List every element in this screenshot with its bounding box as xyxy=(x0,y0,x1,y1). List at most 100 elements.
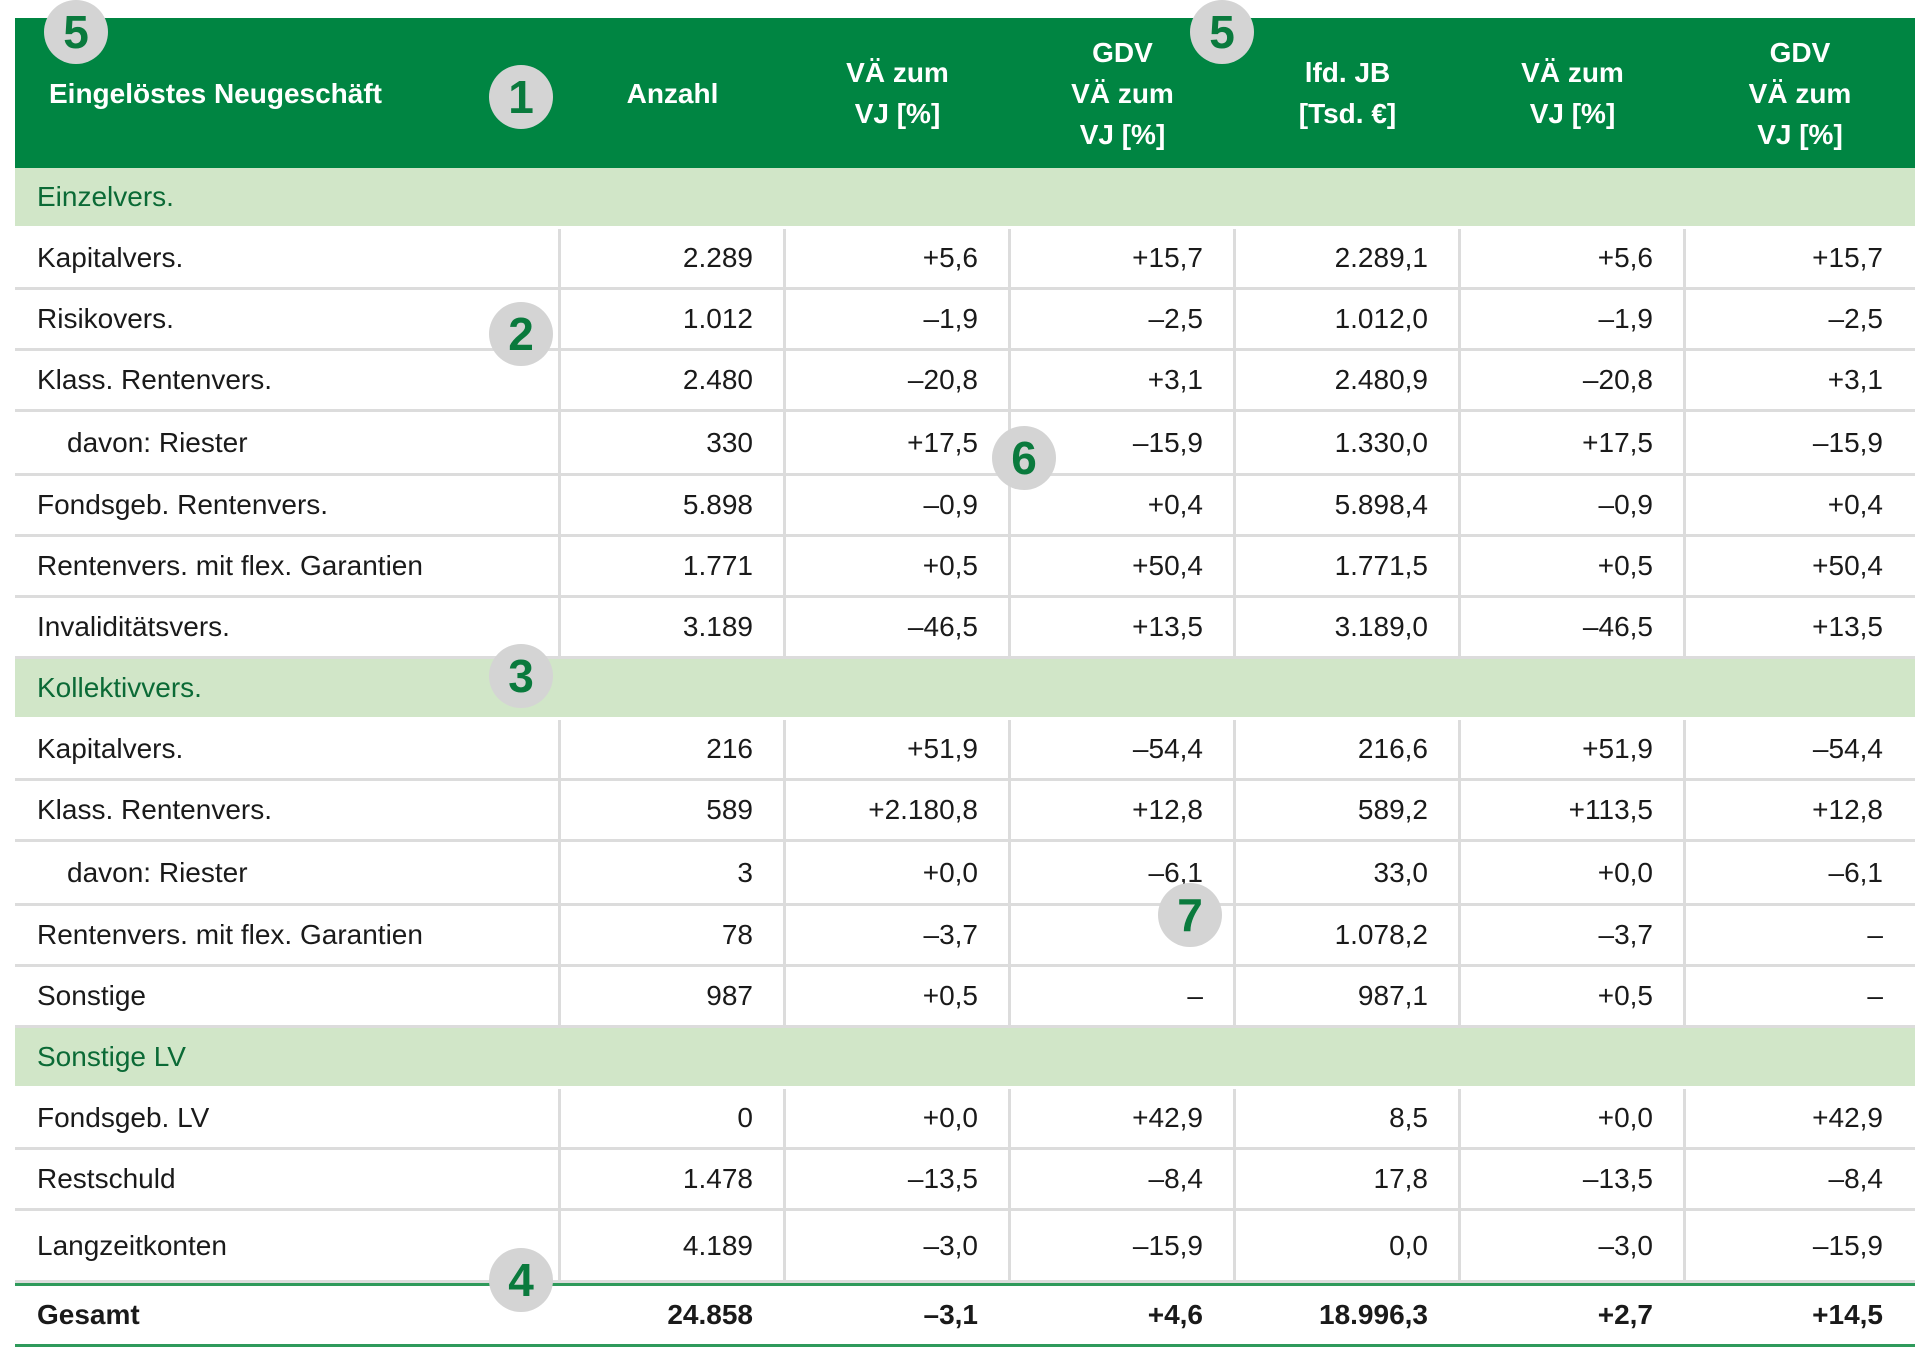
row-value: 216,6 xyxy=(1357,733,1428,764)
row-value: 2.480 xyxy=(682,364,753,395)
column-divider xyxy=(1008,537,1011,595)
row-label: Klass. Rentenvers. xyxy=(37,364,272,395)
column-divider xyxy=(1683,842,1686,903)
column-divider xyxy=(1233,412,1236,473)
row-value: +13,5 xyxy=(1812,611,1883,642)
row-value: 78 xyxy=(721,919,753,950)
row-value: +0,0 xyxy=(922,856,978,888)
row-value: –6,1 xyxy=(1828,856,1884,888)
number-badge: 6 xyxy=(992,426,1056,490)
row-value: +13,5 xyxy=(1132,611,1203,642)
row-value: +17,5 xyxy=(1582,426,1653,458)
table-header: Eingelöstes Neugeschäft Anzahl VÄ zum VJ [… xyxy=(15,18,1915,168)
column-divider xyxy=(1683,906,1686,964)
column-divider xyxy=(558,720,561,778)
row-value: 589,2 xyxy=(1357,794,1428,825)
column-divider xyxy=(783,229,786,287)
column-divider xyxy=(783,290,786,348)
row-label: Restschuld xyxy=(37,1163,176,1194)
table-row: Rentenvers. mit flex. Garantien 1.771 +0,5… xyxy=(15,537,1915,598)
header-cell: Anzahl xyxy=(626,77,719,109)
table-row: Kapitalvers. 2.289 +5,6 +15,7 2.289,1 +5,6 +15… xyxy=(15,229,1915,290)
column-divider xyxy=(558,1211,561,1280)
column-divider xyxy=(1458,1211,1461,1280)
table-row: davon: Riester 330 +17,5 –15,9 1.330,0 +17,5 –… xyxy=(15,412,1915,476)
section-row: Einzelvers. xyxy=(15,168,1915,229)
table-row: davon: Riester 3 +0,0 –6,1 33,0 +0,0 –6,1 xyxy=(15,842,1915,906)
row-value: –2,5 xyxy=(1828,303,1884,334)
column-divider xyxy=(1008,476,1011,534)
row-value: 1.478 xyxy=(682,1163,753,1194)
column-divider xyxy=(1008,1089,1011,1147)
number-badge: 3 xyxy=(489,644,553,708)
row-value: 4.189 xyxy=(682,1229,753,1261)
column-divider xyxy=(1683,1150,1686,1208)
row-value: 589 xyxy=(706,794,753,825)
column-divider xyxy=(1008,1211,1011,1280)
row-value: +0,5 xyxy=(922,550,978,581)
row-value: +51,9 xyxy=(1582,733,1653,764)
row-value: –15,9 xyxy=(1812,1229,1883,1261)
total-value: +4,6 xyxy=(1147,1299,1203,1330)
column-divider xyxy=(1233,967,1236,1025)
column-divider xyxy=(1683,476,1686,534)
row-value: 1.330,0 xyxy=(1334,426,1428,458)
header-cell: VÄ zum VJ [%] xyxy=(1521,57,1624,129)
column-divider xyxy=(1683,1089,1686,1147)
column-divider xyxy=(1458,412,1461,473)
column-divider xyxy=(783,598,786,656)
row-value: +5,6 xyxy=(1597,242,1653,273)
table-row: Risikovers. 1.012 –1,9 –2,5 1.012,0 –1,9 –2,5 xyxy=(15,290,1915,351)
row-value: –13,5 xyxy=(1582,1163,1653,1194)
row-label: Langzeitkonten xyxy=(37,1229,227,1261)
column-divider xyxy=(1458,229,1461,287)
header-cell: lfd. JB [Tsd. €] xyxy=(1298,57,1397,129)
row-value: 17,8 xyxy=(1373,1163,1429,1194)
section-title: Kollektivvers. xyxy=(37,672,202,703)
total-value: +14,5 xyxy=(1812,1299,1883,1330)
column-divider xyxy=(558,412,561,473)
row-value: –15,9 xyxy=(1132,426,1203,458)
row-value: 1.012 xyxy=(682,303,753,334)
column-divider xyxy=(1683,598,1686,656)
row-label: Kapitalvers. xyxy=(37,733,184,764)
neugeschaeft-table: Eingelöstes Neugeschäft Anzahl VÄ zum VJ [… xyxy=(15,18,1915,1347)
table-row: Invaliditätsvers. 3.189 –46,5 +13,5 3.189,0 –… xyxy=(15,598,1915,659)
row-label: davon: Riester xyxy=(67,856,248,888)
row-label: Klass. Rentenvers. xyxy=(37,794,272,825)
column-divider xyxy=(1008,842,1011,903)
column-divider xyxy=(1458,476,1461,534)
column-divider xyxy=(1683,229,1686,287)
column-divider xyxy=(1683,537,1686,595)
row-value: –3,0 xyxy=(923,1229,979,1261)
section-title: Sonstige LV xyxy=(37,1041,186,1072)
row-value: –3,7 xyxy=(1598,919,1654,950)
row-value: 1.012,0 xyxy=(1334,303,1428,334)
column-divider xyxy=(1233,906,1236,964)
column-divider xyxy=(1458,720,1461,778)
column-divider xyxy=(1008,906,1011,964)
section-row: Kollektivvers. xyxy=(15,659,1915,720)
column-divider xyxy=(558,1150,561,1208)
row-value: –54,4 xyxy=(1132,733,1203,764)
table-row: Kapitalvers. 216 +51,9 –54,4 216,6 +51,9 –54,4 xyxy=(15,720,1915,781)
row-value: +42,9 xyxy=(1812,1102,1883,1133)
column-divider xyxy=(783,720,786,778)
section-title: Einzelvers. xyxy=(37,181,174,212)
number-badge: 4 xyxy=(489,1248,553,1312)
number-badge: 5 xyxy=(44,0,108,64)
column-divider xyxy=(1008,598,1011,656)
row-value: –13,5 xyxy=(907,1163,978,1194)
row-value: +15,7 xyxy=(1132,242,1203,273)
column-divider xyxy=(1008,720,1011,778)
row-value: +3,1 xyxy=(1147,364,1203,395)
section-row: Sonstige LV xyxy=(15,1028,1915,1089)
column-divider xyxy=(1008,1150,1011,1208)
row-label: Kapitalvers. xyxy=(37,242,184,273)
row-value: 2.289 xyxy=(682,242,753,273)
row-label: davon: Riester xyxy=(67,426,248,458)
header-cell: GDV VÄ zum VJ [%] xyxy=(1748,36,1852,150)
row-label: Rentenvers. mit flex. Garantien xyxy=(37,919,423,950)
row-value: 5.898,4 xyxy=(1334,489,1428,520)
column-divider xyxy=(558,967,561,1025)
